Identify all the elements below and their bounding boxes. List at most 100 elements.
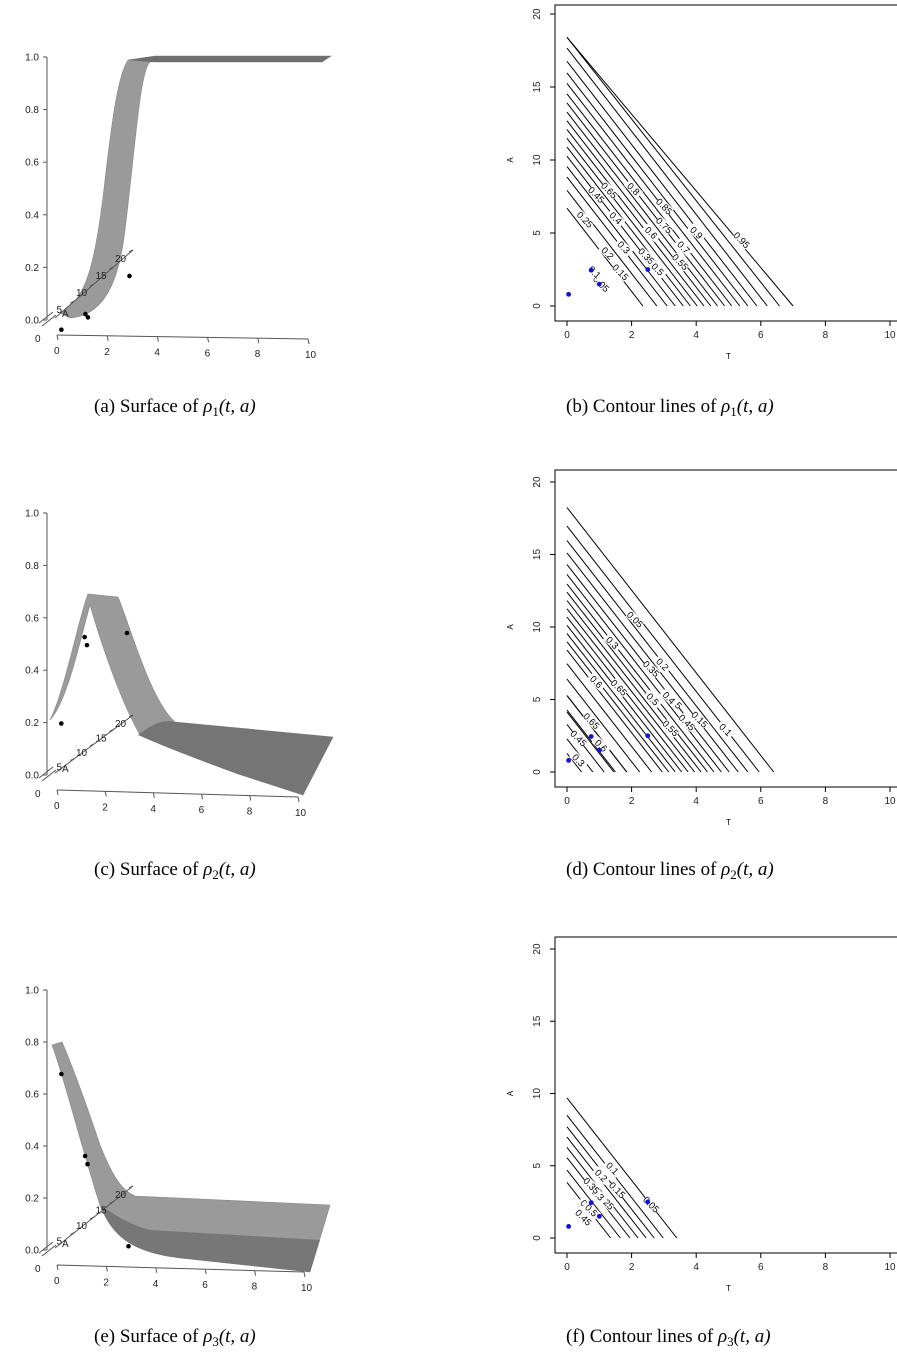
data-point [82, 1153, 88, 1159]
y-tick [70, 300, 75, 304]
contour-label-bg [586, 185, 606, 205]
contour-line [566, 540, 749, 773]
z-tick-label: 0.4 [25, 666, 39, 677]
z-tick-label: 0.4 [25, 1142, 39, 1153]
x-tick-label: 8 [823, 330, 829, 341]
x-tick [152, 792, 155, 798]
contour-label-bg [654, 196, 674, 216]
y-tick [89, 1216, 95, 1220]
contour-label-bg [582, 1176, 602, 1196]
contour-line [566, 1126, 655, 1239]
contour-label-bg [611, 262, 631, 282]
x-tick-label: 6 [758, 1262, 764, 1273]
data-point [127, 273, 132, 279]
data-point [85, 315, 91, 320]
x-tick-label: 6 [205, 348, 211, 359]
y-tick-label: 20 [115, 719, 127, 730]
x-axis-title: T [726, 1284, 731, 1293]
z-tick-label: 1.0 [25, 509, 39, 520]
plot-frame [554, 936, 897, 1254]
z-tick-label: 1.0 [25, 986, 39, 997]
contour-line [566, 1136, 647, 1239]
data-point [588, 734, 594, 739]
y-tick-label: 20 [532, 8, 543, 20]
x-axis [56, 1264, 305, 1273]
contour-label-bg [614, 237, 634, 257]
y-tick-label: 5 [532, 696, 543, 702]
contour-label-bg [659, 688, 679, 708]
contour-line [566, 47, 768, 307]
surface-panel-e: 0.0 0.2 0.4 0.6 0.8 1.0 0 2 4 6 8 10 5 10 15 20 A 0 [25, 986, 331, 1294]
data-point [645, 733, 651, 739]
contour-line [566, 663, 653, 773]
contour-label-bg [606, 208, 626, 228]
caption-c: (c) Surface of ρ2(t, a) [94, 859, 256, 882]
contour-label: 0.25 [574, 210, 595, 231]
caption-args: (t, a) [737, 396, 774, 417]
surface-shadow [100, 1205, 320, 1272]
x-tick-label: 0 [564, 330, 570, 341]
data-point [566, 291, 572, 297]
caption-args: (t, a) [734, 1326, 771, 1347]
y-tick [70, 758, 75, 761]
x-tick [254, 1270, 257, 1276]
caption-text: (a) Surface of [94, 396, 203, 417]
contour-label: 0.85 [653, 197, 674, 218]
plot-frame [554, 4, 897, 322]
caption-rho: ρ [720, 859, 730, 880]
contour-label-bg [641, 223, 661, 243]
x-tick-label: 2 [629, 796, 635, 807]
data-point [84, 642, 90, 648]
data-point [126, 1243, 131, 1249]
y-tick-label: 10 [76, 748, 88, 759]
caption-rho: ρ [202, 396, 212, 417]
y-tick-label: 10 [76, 1221, 88, 1232]
y-axis-title: A [506, 157, 515, 163]
data-point [82, 634, 87, 640]
contour-line [566, 608, 695, 773]
contour-line [566, 207, 644, 307]
contour-label-bg [573, 1207, 594, 1227]
x-tick-label: 8 [823, 1262, 829, 1273]
x-tick-label: 4 [150, 804, 156, 815]
axis-break [38, 1241, 57, 1257]
caption-text: (f) Contour lines of [566, 1326, 718, 1347]
contour-label-bg [624, 179, 644, 199]
x-tick-label: 6 [202, 1280, 208, 1291]
contour-line [566, 146, 691, 307]
contour-label-bg [575, 209, 595, 230]
x-tick-label: 8 [252, 1282, 258, 1293]
contour-line [566, 711, 615, 773]
z-tick-label: 0.4 [25, 210, 39, 221]
contour-line [566, 633, 676, 773]
axis-break [38, 311, 57, 327]
contour-label-bg [609, 678, 629, 698]
x-tick-label: 0 [54, 801, 60, 812]
contour-label-bg [648, 259, 668, 279]
data-point [124, 630, 130, 636]
y-tick-label: 15 [96, 1206, 108, 1217]
y-tick-label: 5 [57, 763, 63, 774]
y-tick-label: 20 [115, 1190, 127, 1201]
y-tick-label: 0 [532, 769, 543, 775]
y-tick-label: 5 [532, 230, 543, 236]
y-tick-label: 15 [96, 271, 108, 282]
contour-label-bg [687, 223, 707, 243]
plot-frame [554, 469, 897, 788]
x-axis-title: T [726, 352, 731, 361]
x-tick [56, 334, 59, 341]
data-point [596, 747, 602, 753]
y-tick [128, 1185, 134, 1189]
caption-subscript: 2 [730, 867, 737, 882]
contour-panel-f: 0 2 4 6 8 1005101520TA0.050.10.150.20.250.30.… [506, 936, 897, 1293]
surface-ridge [128, 56, 331, 62]
y-tick [70, 1232, 75, 1235]
data-point [59, 327, 64, 333]
data-point [588, 1200, 594, 1205]
z-tick-label: 0.0 [25, 771, 39, 782]
contour-label-bg [599, 180, 619, 200]
z-tick-label: 0.6 [25, 158, 39, 169]
x-tick-label: 10 [295, 808, 307, 819]
